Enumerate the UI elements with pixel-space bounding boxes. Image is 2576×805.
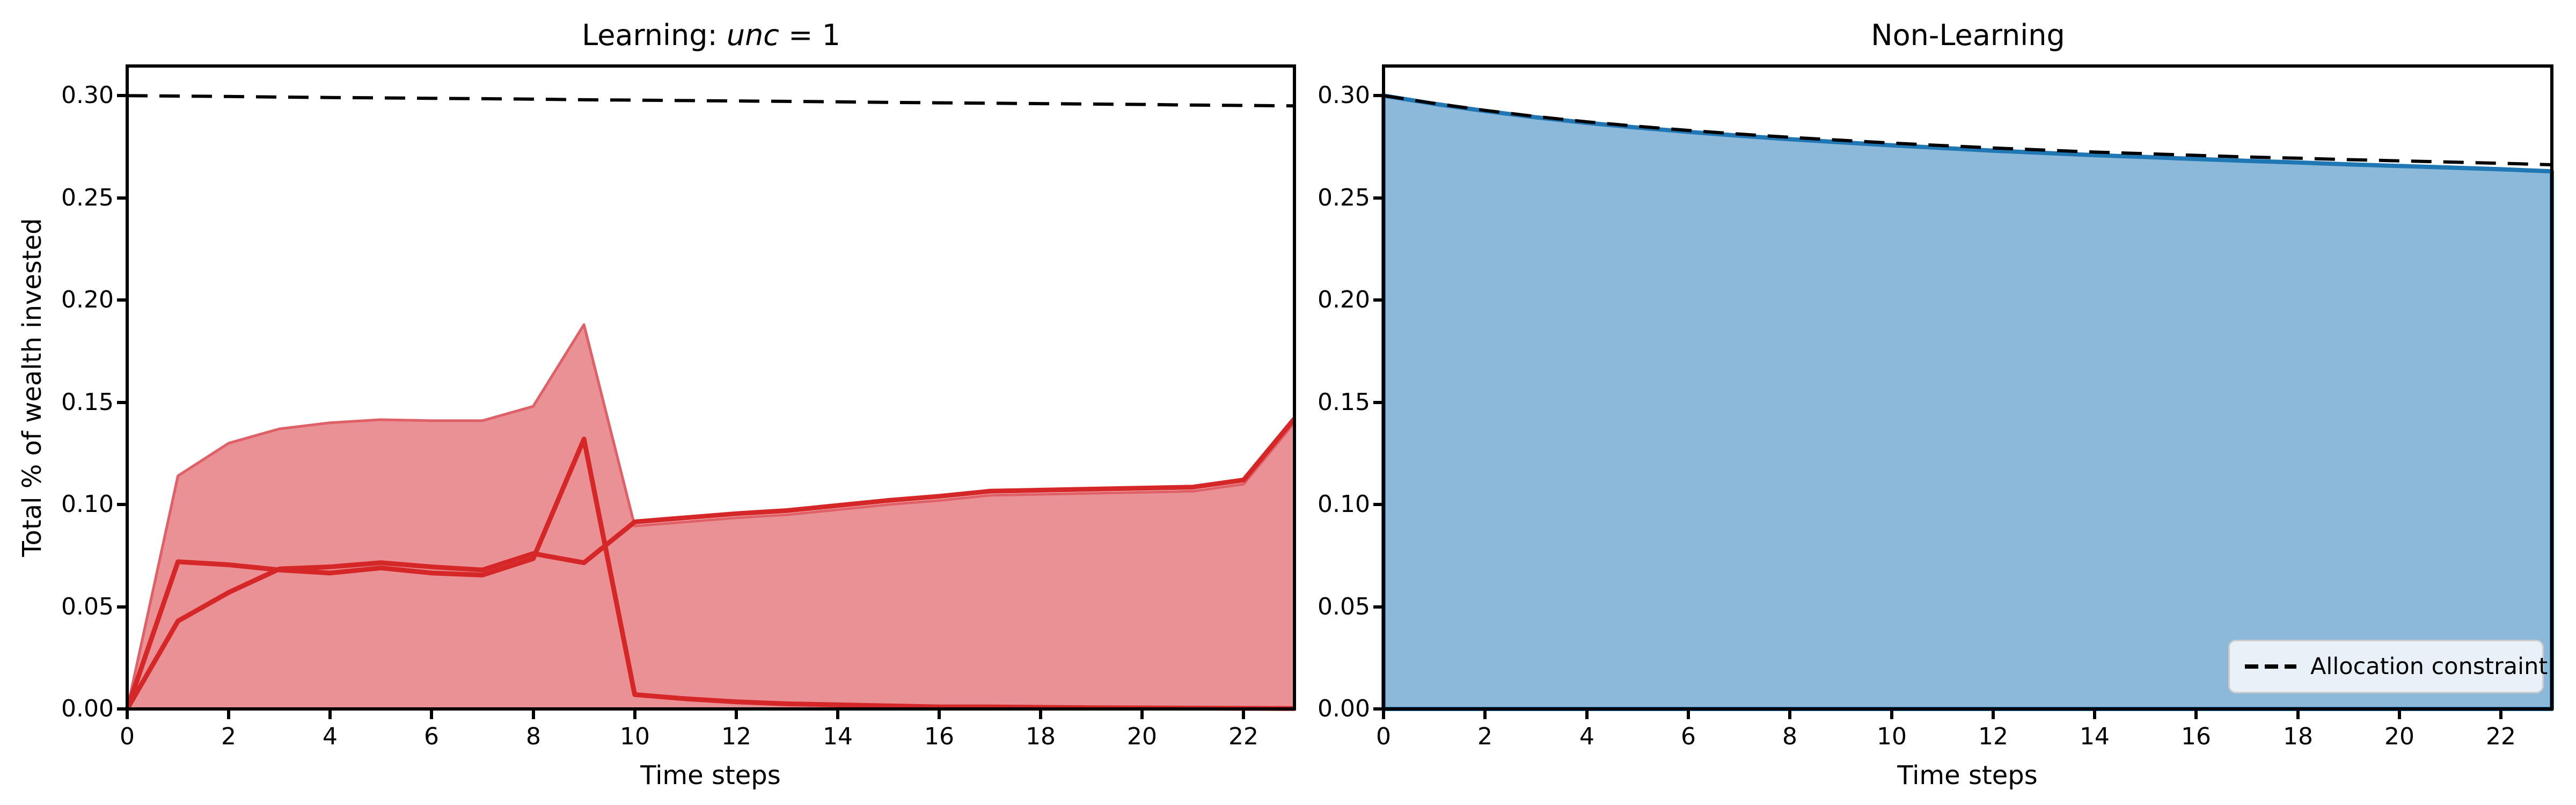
x-tick-mark bbox=[1585, 711, 1589, 719]
x-tick-label: 2 bbox=[221, 723, 236, 750]
legend: Allocation constraint bbox=[2228, 640, 2548, 693]
y-tick-label: 0.05 bbox=[1318, 593, 1370, 620]
y-tick-mark bbox=[117, 605, 126, 609]
x-tick-mark bbox=[836, 711, 839, 719]
right-x-axis-label: Time steps bbox=[1897, 760, 2038, 791]
plot-spines bbox=[126, 64, 1296, 711]
y-tick-label: 0.25 bbox=[61, 184, 114, 211]
plot-spines bbox=[1382, 64, 2553, 711]
x-tick-mark bbox=[2194, 711, 2198, 719]
x-tick-label: 16 bbox=[924, 723, 954, 750]
run-line-survivor-line bbox=[125, 417, 1297, 711]
right-plot-title: Non-Learning bbox=[1871, 18, 2065, 52]
left-x-axis-label: Time steps bbox=[640, 760, 781, 791]
x-tick-mark bbox=[1992, 711, 1995, 719]
y-tick-label: 0.25 bbox=[1318, 184, 1370, 211]
y-tick-label: 0.10 bbox=[1318, 491, 1370, 518]
left-plot-canvas bbox=[125, 64, 1297, 711]
y-tick-label: 0.00 bbox=[61, 695, 114, 722]
x-tick-label: 4 bbox=[323, 723, 338, 750]
x-tick-label: 4 bbox=[1579, 723, 1594, 750]
right-plot-canvas bbox=[1381, 64, 2554, 711]
x-tick-label: 6 bbox=[424, 723, 439, 750]
x-tick-label: 10 bbox=[1877, 723, 1907, 750]
y-tick-mark bbox=[1373, 401, 1382, 404]
y-tick-label: 0.10 bbox=[61, 491, 114, 518]
y-tick-label: 0.30 bbox=[1318, 82, 1370, 109]
x-tick-label: 6 bbox=[1681, 723, 1696, 750]
y-tick-label: 0.30 bbox=[61, 82, 114, 109]
x-tick-mark bbox=[430, 711, 433, 719]
x-tick-mark bbox=[532, 711, 535, 719]
x-tick-mark bbox=[1039, 711, 1042, 719]
x-tick-label: 14 bbox=[823, 723, 853, 750]
x-tick-mark bbox=[1890, 711, 1893, 719]
x-tick-label: 12 bbox=[1978, 723, 2008, 750]
x-tick-mark bbox=[2398, 711, 2401, 719]
x-tick-mark bbox=[2296, 711, 2300, 719]
x-tick-label: 20 bbox=[2384, 723, 2414, 750]
y-tick-mark bbox=[117, 196, 126, 200]
x-tick-mark bbox=[328, 711, 332, 719]
x-tick-label: 2 bbox=[1477, 723, 1492, 750]
y-tick-mark bbox=[1373, 707, 1382, 711]
x-tick-label: 16 bbox=[2181, 723, 2211, 750]
x-tick-label: 18 bbox=[1026, 723, 1056, 750]
y-tick-mark bbox=[117, 707, 126, 711]
x-tick-mark bbox=[1382, 711, 1385, 719]
x-tick-mark bbox=[227, 711, 230, 719]
x-tick-label: 22 bbox=[1228, 723, 1258, 750]
allocation-constraint-line bbox=[1383, 94, 2552, 166]
y-tick-label: 0.05 bbox=[61, 593, 114, 620]
x-tick-mark bbox=[1687, 711, 1690, 719]
x-tick-label: 14 bbox=[2080, 723, 2110, 750]
x-tick-label: 12 bbox=[721, 723, 751, 750]
y-tick-mark bbox=[117, 298, 126, 302]
left-plot-title: Learning: unc = 1 bbox=[582, 18, 840, 52]
dashed-line-sample-icon bbox=[2245, 664, 2296, 669]
y-tick-mark bbox=[1373, 94, 1382, 97]
x-tick-label: 22 bbox=[2486, 723, 2516, 750]
x-tick-mark bbox=[1483, 711, 1487, 719]
y-tick-mark bbox=[117, 503, 126, 506]
y-tick-mark bbox=[1373, 605, 1382, 609]
x-tick-mark bbox=[938, 711, 941, 719]
allocation-constraint-line bbox=[127, 94, 1295, 108]
legend-label: Allocation constraint bbox=[2310, 653, 2548, 680]
y-tick-label: 0.00 bbox=[1318, 695, 1370, 722]
invested-area bbox=[1381, 93, 2554, 711]
x-tick-label: 18 bbox=[2283, 723, 2313, 750]
y-tick-mark bbox=[117, 94, 126, 97]
y-tick-label: 0.20 bbox=[1318, 286, 1370, 313]
x-tick-mark bbox=[2093, 711, 2096, 719]
y-tick-mark bbox=[1373, 196, 1382, 200]
x-tick-label: 0 bbox=[1376, 723, 1391, 750]
y-tick-label: 0.15 bbox=[1318, 389, 1370, 416]
y-tick-mark bbox=[1373, 503, 1382, 506]
y-tick-mark bbox=[117, 401, 126, 404]
x-tick-mark bbox=[1242, 711, 1245, 719]
x-tick-mark bbox=[633, 711, 636, 719]
y-tick-mark bbox=[1373, 298, 1382, 302]
x-tick-mark bbox=[2499, 711, 2502, 719]
uncertainty-band bbox=[126, 323, 1296, 711]
x-tick-mark bbox=[126, 711, 129, 719]
x-tick-mark bbox=[1788, 711, 1791, 719]
x-tick-label: 10 bbox=[620, 723, 650, 750]
y-tick-label: 0.20 bbox=[61, 286, 114, 313]
y-tick-label: 0.15 bbox=[61, 389, 114, 416]
x-tick-mark bbox=[1140, 711, 1144, 719]
x-tick-label: 0 bbox=[120, 723, 135, 750]
x-tick-label: 8 bbox=[1782, 723, 1797, 750]
x-tick-label: 8 bbox=[526, 723, 541, 750]
x-tick-mark bbox=[735, 711, 738, 719]
x-tick-label: 20 bbox=[1127, 723, 1157, 750]
